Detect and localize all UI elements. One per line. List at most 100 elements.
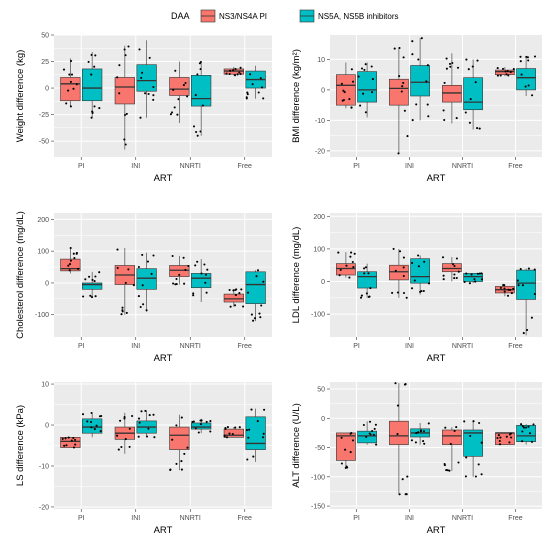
box-plot — [410, 422, 430, 445]
data-point — [393, 47, 396, 50]
data-point — [91, 278, 94, 281]
data-point — [174, 69, 177, 72]
data-point — [496, 74, 499, 77]
data-point — [533, 55, 537, 58]
box — [410, 258, 430, 284]
data-point — [127, 268, 130, 271]
data-point — [229, 305, 232, 308]
data-point — [530, 440, 534, 443]
data-point — [398, 493, 401, 496]
data-point — [364, 266, 368, 269]
box-plot — [191, 60, 212, 137]
x-axis-title: ART — [427, 353, 446, 364]
data-point — [231, 432, 234, 436]
data-point — [175, 277, 178, 281]
y-tick-label: 10 — [41, 382, 49, 389]
data-point — [140, 76, 143, 79]
data-point — [180, 460, 183, 463]
data-point — [365, 292, 368, 295]
data-point — [192, 125, 196, 128]
box — [60, 437, 81, 448]
data-point — [144, 92, 147, 95]
x-tick-label: NNRTI — [452, 343, 473, 350]
data-point — [508, 433, 511, 436]
data-point — [142, 303, 145, 306]
data-point — [239, 72, 242, 76]
x-axis-title: ART — [154, 525, 173, 536]
data-point — [145, 309, 148, 312]
y-tick-label: -50 — [315, 445, 325, 452]
data-point — [240, 288, 243, 291]
box-plot — [114, 45, 135, 150]
chart-panel: -150 -100 -50 0 50 PI INI NNRTI Free ART ALT diffe… — [291, 382, 542, 536]
data-point — [256, 269, 260, 272]
data-point — [348, 98, 351, 101]
data-point — [445, 67, 448, 70]
y-tick-label: 200 — [313, 214, 325, 221]
box-plot — [463, 272, 483, 285]
data-point — [223, 434, 226, 437]
y-tick-label: 50 — [41, 33, 49, 40]
data-point — [453, 277, 456, 280]
data-point — [520, 73, 523, 76]
data-point — [527, 84, 530, 87]
box — [389, 78, 409, 106]
box — [336, 74, 356, 106]
data-point — [339, 268, 342, 271]
data-point — [351, 260, 354, 264]
data-point — [468, 121, 471, 124]
data-point — [169, 468, 172, 472]
x-tick-label: PI — [353, 343, 360, 350]
data-point — [340, 82, 343, 85]
box — [442, 429, 462, 445]
data-point — [480, 272, 483, 275]
box-plot — [60, 246, 81, 274]
data-point — [199, 423, 202, 426]
data-point — [90, 116, 93, 119]
data-point — [394, 269, 397, 272]
data-point — [203, 263, 206, 266]
data-point — [93, 65, 96, 68]
data-point — [200, 272, 203, 275]
data-point — [171, 438, 174, 441]
data-point — [504, 70, 507, 73]
data-point — [87, 60, 90, 63]
data-point — [477, 463, 480, 466]
data-point — [145, 435, 149, 438]
data-point — [406, 135, 409, 138]
data-point — [441, 256, 445, 259]
data-point — [65, 102, 68, 105]
data-point — [247, 436, 250, 439]
data-point — [252, 319, 255, 322]
y-tick-label: 0 — [45, 86, 49, 93]
data-point — [471, 65, 474, 68]
data-point — [371, 91, 374, 94]
legend: DAA NS3/NS4A PI NS5A, NS5B inhibitors — [171, 9, 398, 23]
data-point — [371, 430, 374, 433]
box — [495, 69, 515, 75]
data-point — [259, 316, 262, 319]
data-point — [183, 452, 186, 455]
data-point — [152, 254, 155, 257]
data-point — [170, 111, 174, 114]
box — [82, 68, 103, 102]
data-point — [417, 254, 420, 257]
x-tick-label: Free — [238, 343, 253, 350]
x-tick-label: Free — [238, 515, 253, 522]
y-tick-label: 0 — [321, 416, 325, 423]
legend-title: DAA — [171, 11, 190, 21]
data-point — [251, 83, 254, 86]
data-point — [503, 290, 506, 293]
data-point — [196, 73, 199, 76]
data-point — [468, 282, 471, 285]
data-point — [127, 45, 130, 48]
data-point — [139, 305, 142, 309]
data-point — [442, 274, 445, 277]
data-point — [362, 92, 365, 95]
data-point — [246, 93, 249, 96]
data-point — [451, 61, 454, 65]
data-point — [90, 296, 94, 299]
legend-label-pi: NS3/NS4A PI — [219, 12, 267, 21]
data-point — [68, 263, 72, 266]
